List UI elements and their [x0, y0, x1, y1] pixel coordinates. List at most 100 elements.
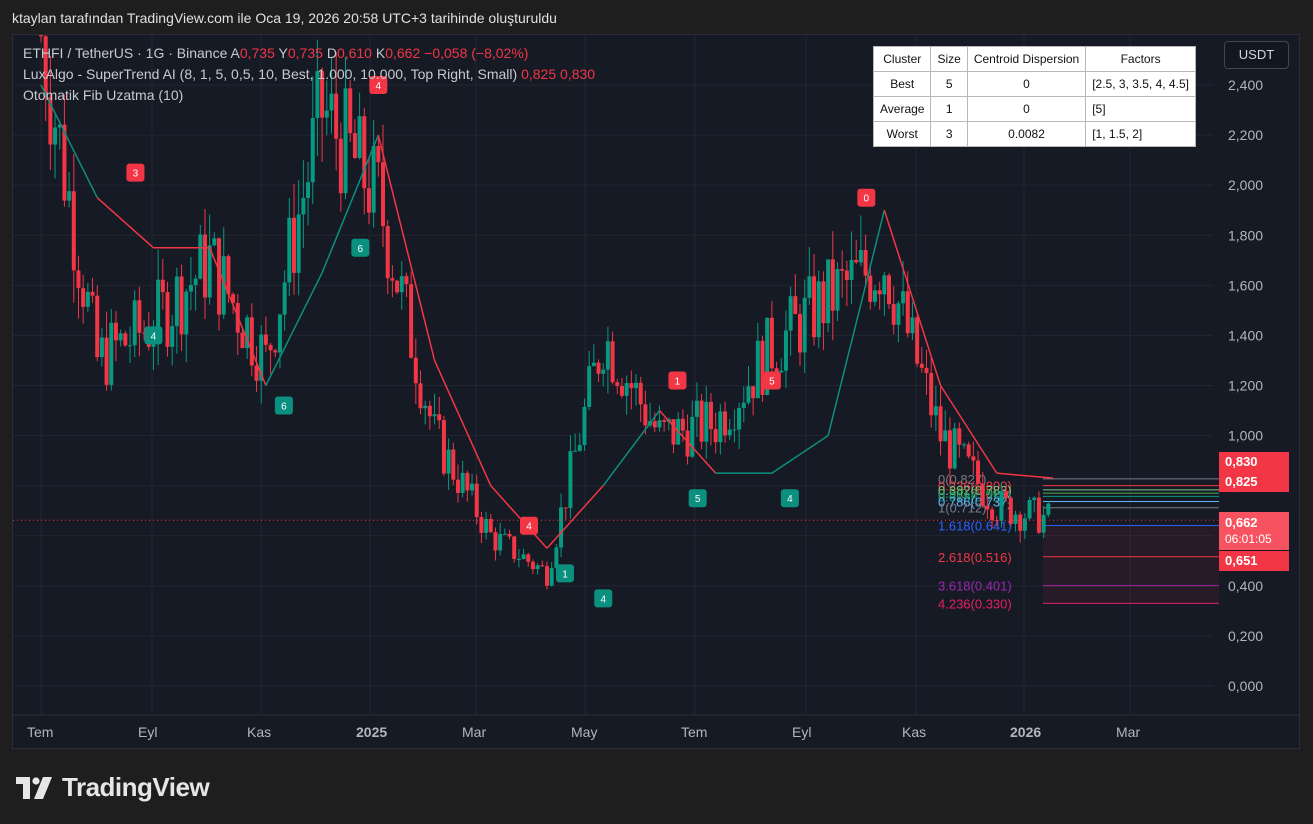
candle-body: [976, 460, 981, 484]
indicator-value-2: 0,830: [560, 66, 596, 82]
sell-signal-marker: [520, 516, 538, 535]
candle-body: [99, 337, 104, 358]
x-tick-label: Mar: [1116, 724, 1140, 740]
candle-body: [596, 362, 601, 374]
fib-extension: 0(0.827)0.236(0.800)0.382(0.783)0.5(0.77…: [938, 472, 1219, 611]
candle-body: [779, 370, 784, 373]
x-tick-label: Tem: [27, 724, 53, 740]
candle-body: [1041, 514, 1046, 533]
signal-label: 1: [562, 569, 568, 580]
supertrend-segment: [658, 410, 717, 474]
table-cell: 3: [930, 121, 968, 147]
candle-body: [179, 276, 184, 335]
signal-label: 4: [376, 81, 382, 92]
candle-body: [835, 269, 840, 311]
candle-body: [245, 317, 250, 349]
y-tick-label: 2,200: [1228, 127, 1263, 143]
candle-body: [587, 366, 592, 407]
candle-body: [479, 517, 484, 533]
signal-label: 4: [787, 494, 793, 505]
candle-body: [929, 373, 934, 416]
supertrend-segment: [265, 272, 323, 386]
candle-body: [662, 420, 667, 422]
cluster-table: Cluster Size Centroid Dispersion Factors…: [872, 46, 1196, 147]
candle-body: [282, 282, 287, 315]
candle-body: [774, 368, 779, 373]
candle-body: [202, 234, 207, 298]
chart-canvas[interactable]: 0(0.827)0.236(0.800)0.382(0.783)0.5(0.77…: [13, 35, 1299, 748]
table-header: Factors: [1085, 46, 1196, 72]
candle-body: [184, 291, 189, 335]
candle-body: [474, 483, 479, 518]
close-value: 0,662: [385, 45, 421, 61]
candle-body: [418, 383, 423, 409]
candle-body: [882, 275, 887, 295]
candle-body: [947, 430, 952, 469]
candle-body: [413, 357, 418, 384]
candle-body: [338, 138, 343, 194]
candle-body: [217, 238, 222, 315]
chart-area[interactable]: 0(0.827) 0.236(0.800) 0.382(0.783) 0.5(0.77…: [12, 34, 1300, 749]
candle-body: [957, 428, 962, 445]
candle-body: [409, 284, 414, 358]
table-header: Centroid Dispersion: [966, 46, 1087, 72]
table-cell: Average: [872, 96, 932, 122]
indicator-legend-fib[interactable]: Otomatik Fib Uzatma (10): [23, 87, 183, 103]
candle-body: [933, 406, 938, 416]
candle-body: [690, 416, 695, 457]
candle-body: [437, 414, 442, 421]
candle-body: [910, 317, 915, 334]
candle-body: [310, 118, 315, 183]
buy-signal-marker: [274, 396, 293, 415]
price-tag: 0,830: [1219, 452, 1289, 472]
candle-body: [545, 566, 549, 586]
symbol-legend[interactable]: ETHFI / TetherUS · 1G · Binance A0,735 Y…: [23, 45, 528, 61]
candle-body: [53, 127, 58, 145]
candle-body: [980, 483, 985, 506]
x-tick-label: 2026: [1010, 724, 1041, 740]
table-cell: 5: [930, 71, 968, 97]
candle-body: [1036, 497, 1041, 533]
candle-body: [81, 288, 86, 307]
candle-body: [872, 290, 877, 302]
signal-label: 5: [769, 376, 775, 387]
candle-body: [877, 290, 882, 295]
candle-body: [399, 276, 404, 293]
indicator-legend-supertrend[interactable]: LuxAlgo - SuperTrend AI (8, 1, 5, 0,5, 1…: [23, 66, 595, 82]
buy-signal-marker: [594, 589, 613, 608]
candle-body: [324, 110, 329, 118]
buy-signal-marker: [780, 489, 799, 508]
candle-body: [516, 558, 521, 560]
candle-body: [619, 385, 624, 396]
table-row: Worst 3 0.0082 [1, 1.5, 2]: [872, 121, 1196, 147]
signal-label: 0: [864, 194, 870, 205]
table-header-row: Cluster Size Centroid Dispersion Factors: [872, 46, 1196, 72]
currency-button[interactable]: USDT: [1224, 41, 1289, 69]
candle-body: [901, 291, 906, 304]
tradingview-logo[interactable]: TradingView: [16, 772, 210, 803]
candle-body: [807, 276, 812, 298]
sell-signal-marker: [668, 371, 687, 390]
axes: 0,0000,2000,4000,6000,8001,0001,2001,400…: [13, 77, 1299, 740]
candle-body: [915, 317, 920, 364]
candle-body: [343, 88, 348, 194]
candle-body: [207, 245, 212, 298]
fib-level-label: 1.618(0.641): [938, 518, 1012, 533]
candle-body: [301, 198, 306, 215]
table-row: Average 1 0 [5]: [872, 96, 1196, 122]
signal-label: 3: [133, 169, 139, 180]
candle-body: [1013, 514, 1018, 524]
candle-body: [652, 421, 657, 428]
candle-body: [985, 505, 990, 510]
candle-body: [212, 238, 217, 246]
candle-body: [634, 382, 639, 389]
candle-body: [643, 404, 648, 426]
candle-body: [559, 507, 564, 548]
candle-body: [783, 330, 788, 371]
candle-body: [174, 276, 179, 327]
candle-body: [605, 341, 610, 370]
candle-body: [573, 450, 578, 452]
fib-level-label: 4.236(0.330): [938, 596, 1012, 611]
candle-body: [535, 565, 540, 570]
candle-body: [441, 420, 446, 474]
